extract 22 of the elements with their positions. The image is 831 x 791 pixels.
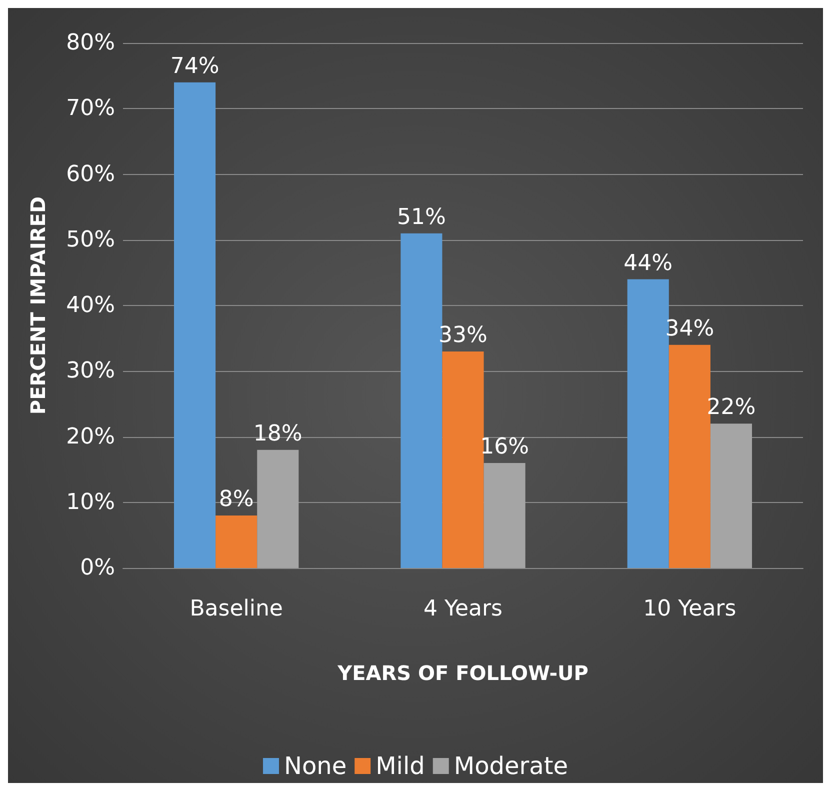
legend-label: Mild (376, 752, 425, 780)
legend-label: None (284, 752, 347, 780)
x-tick-label: 10 Years (643, 596, 736, 622)
data-label: 8% (218, 487, 254, 512)
data-label: 51% (396, 204, 446, 230)
y-tick-label: 0% (80, 556, 115, 580)
y-tick-label: 60% (66, 162, 115, 187)
y-tick-label: 70% (66, 96, 115, 122)
x-tick-label: Baseline (190, 596, 283, 622)
y-tick-label: 30% (66, 358, 115, 384)
y-tick-label: 40% (66, 293, 115, 318)
y-axis-title: PERCENT IMPAIRED (26, 196, 50, 415)
data-label: 18% (253, 421, 302, 446)
data-label: 44% (624, 250, 673, 276)
data-label: 74% (170, 54, 220, 79)
y-tick-label: 80% (66, 30, 115, 56)
y-tick-label: 20% (66, 424, 115, 450)
y-tick-label: 50% (66, 227, 115, 252)
x-axis-title: YEARS OF FOLLOW-UP (336, 661, 588, 685)
y-tick-label: 10% (66, 490, 115, 515)
x-tick-label: 4 Years (423, 596, 503, 622)
legend-label: Moderate (454, 752, 568, 780)
